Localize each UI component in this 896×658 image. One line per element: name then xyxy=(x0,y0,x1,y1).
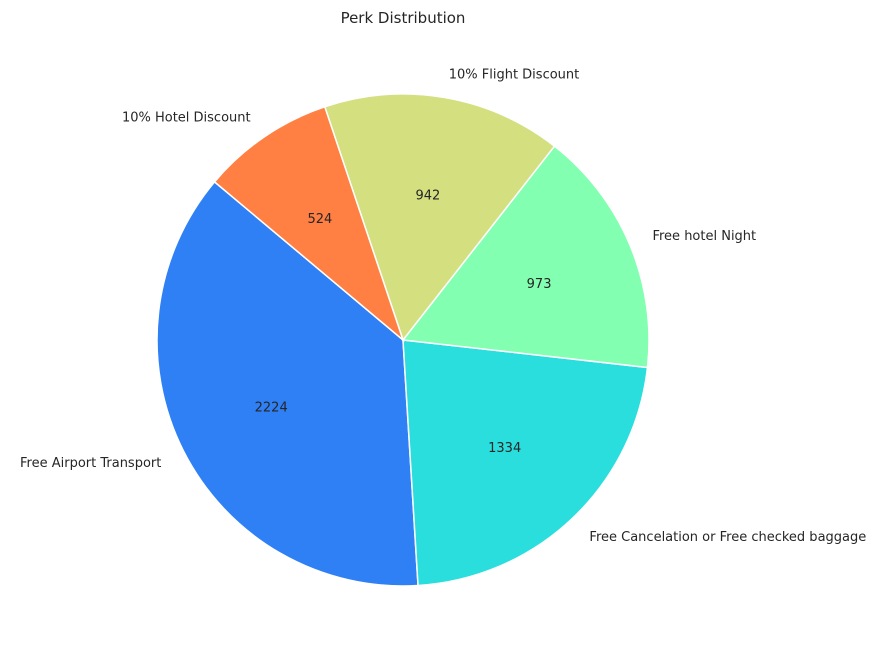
pie-slice-10-flight-discount xyxy=(323,93,556,342)
pie-slice-free-hotel-night xyxy=(401,145,650,369)
chart-title: Perk Distribution xyxy=(341,9,466,27)
pie-slice-free-airport-transport xyxy=(156,180,419,587)
pie-slice-10-hotel-discount xyxy=(213,105,405,343)
slice-value-label: 942 xyxy=(416,189,441,204)
slice-category-label: Free hotel Night xyxy=(652,229,756,244)
slice-value-label: 973 xyxy=(527,277,552,292)
slice-category-label: 10% Hotel Discount xyxy=(122,110,251,125)
slice-value-label: 2224 xyxy=(255,400,288,415)
slice-category-label: 10% Flight Discount xyxy=(449,67,580,82)
slice-category-label: Free Airport Transport xyxy=(20,456,161,471)
slice-value-label: 524 xyxy=(307,212,332,227)
pie-slice-free-cancelation-or-free-checked-baggage xyxy=(402,339,649,587)
slice-value-label: 1334 xyxy=(488,441,521,456)
slice-category-label: Free Cancelation or Free checked baggage xyxy=(589,530,866,545)
